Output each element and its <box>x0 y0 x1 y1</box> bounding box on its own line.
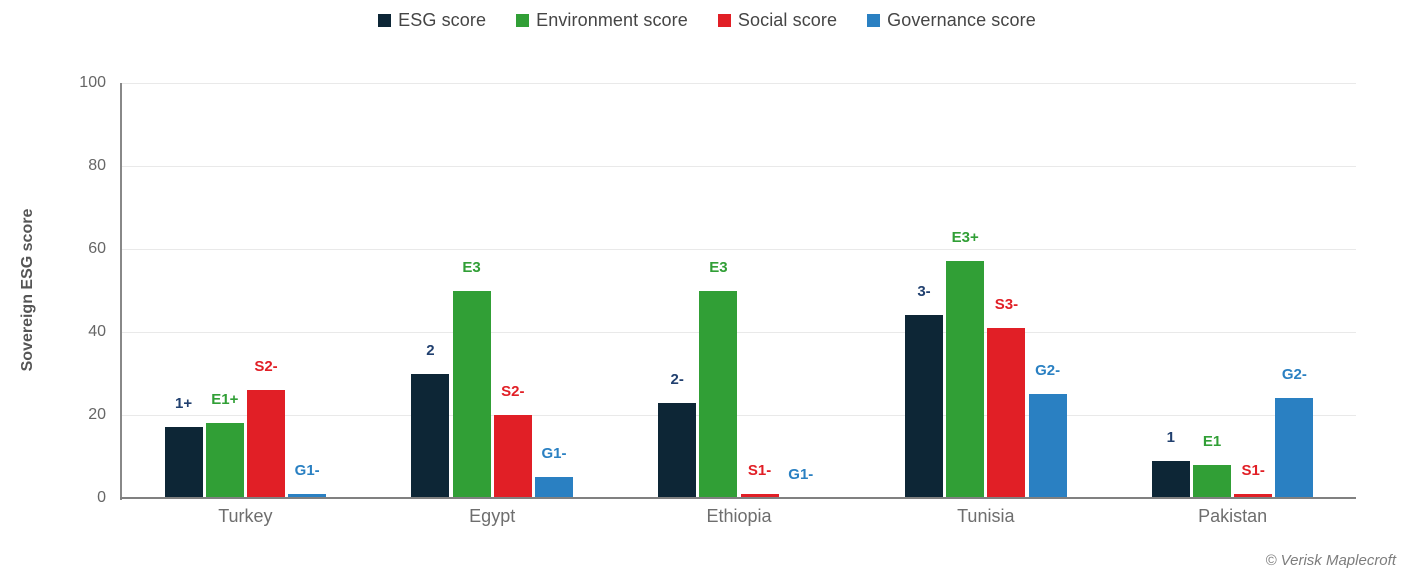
y-axis-title: Sovereign ESG score <box>19 208 36 372</box>
legend-label: ESG score <box>398 10 487 30</box>
gridline-y20 <box>122 415 1356 416</box>
x-tick-label-ethiopia: Ethiopia <box>706 506 772 526</box>
y-tick-label-100: 100 <box>79 74 106 91</box>
legend-swatch-esg-score <box>378 14 392 27</box>
gridline-y100 <box>122 83 1356 84</box>
bar-environment-score-tunisia <box>946 261 985 498</box>
y-tick-label-40: 40 <box>88 323 106 340</box>
bar-label-social-score-egypt: S2- <box>501 383 525 400</box>
bar-label-environment-score-ethiopia: E3 <box>709 258 728 276</box>
x-axis-line <box>120 497 1356 499</box>
bar-label-esg-score-tunisia: 3- <box>917 283 931 301</box>
bar-label-esg-score-egypt: 2 <box>426 341 435 359</box>
bar-label-esg-score-turkey: 1+ <box>175 395 193 413</box>
legend-swatch-environment-score <box>516 14 530 27</box>
bar-environment-score-egypt <box>452 290 491 498</box>
bar-social-score-turkey <box>247 390 285 498</box>
x-tick-label-pakistan: Pakistan <box>1198 506 1268 526</box>
bar-label-environment-score-egypt: E3 <box>462 258 481 276</box>
bar-governance-score-egypt <box>535 477 573 498</box>
legend-label: Environment score <box>536 10 688 30</box>
bar-label-governance-score-ethiopia: G1- <box>788 466 814 483</box>
legend-item-environment-score[interactable]: Environment score <box>516 10 688 31</box>
legend-item-social-score[interactable]: Social score <box>717 10 838 31</box>
legend-label: Governance score <box>887 10 1036 30</box>
gridline-y80 <box>122 166 1356 167</box>
x-tick-label-egypt: Egypt <box>469 506 516 526</box>
bar-governance-score-turkey <box>288 493 327 498</box>
y-tick-label-0: 0 <box>97 489 106 506</box>
legend-swatch-social-score <box>717 14 731 27</box>
legend-item-esg-score[interactable]: ESG score <box>378 10 486 31</box>
bar-label-social-score-pakistan: S1- <box>1241 461 1265 479</box>
bar-esg-score-tunisia <box>905 315 943 498</box>
credit: © Verisk Maplecroft <box>1265 552 1396 569</box>
bar-label-social-score-tunisia: S3- <box>994 295 1019 313</box>
bar-governance-score-tunisia <box>1028 394 1067 498</box>
bar-esg-score-ethiopia <box>658 402 697 498</box>
bar-environment-score-ethiopia <box>699 290 738 498</box>
bar-label-esg-score-pakistan: 1 <box>1166 428 1175 446</box>
y-tick-label-20: 20 <box>88 406 106 423</box>
bar-label-environment-score-turkey: E1+ <box>211 391 239 409</box>
bar-label-governance-score-tunisia: G2- <box>1035 362 1061 380</box>
bar-esg-score-turkey <box>164 427 203 498</box>
legend-label: Social score <box>737 10 838 30</box>
y-axis-line <box>120 83 122 500</box>
bar-governance-score-pakistan <box>1275 398 1314 498</box>
bar-esg-score-pakistan <box>1151 460 1190 498</box>
bar-label-governance-score-turkey: G1- <box>294 461 320 479</box>
bar-label-environment-score-tunisia: E3+ <box>951 229 979 247</box>
bar-social-score-tunisia <box>987 327 1026 498</box>
bar-environment-score-turkey <box>205 423 244 498</box>
bar-label-social-score-ethiopia: S1- <box>747 461 772 479</box>
bar-label-governance-score-egypt: G1- <box>541 445 567 463</box>
legend-swatch-governance-score <box>867 14 881 27</box>
bar-label-environment-score-pakistan: E1 <box>1202 432 1222 450</box>
x-tick-label-turkey: Turkey <box>218 506 273 526</box>
legend: ESG score Environment score Social score Go… <box>0 10 1414 31</box>
bar-label-governance-score-pakistan: G2- <box>1281 366 1307 384</box>
bar-label-esg-score-ethiopia: 2- <box>670 370 684 388</box>
y-tick-label-60: 60 <box>88 240 106 257</box>
bar-environment-score-pakistan <box>1193 464 1231 498</box>
gridline-y60 <box>122 249 1356 250</box>
y-tick-label-80: 80 <box>88 157 106 174</box>
legend-item-governance-score[interactable]: Governance score <box>867 10 1036 31</box>
gridline-y40 <box>122 332 1356 333</box>
bar-label-social-score-turkey: S2- <box>254 358 278 376</box>
bar-esg-score-egypt <box>411 373 450 498</box>
plot-area: 1+ 2 2- 3- 1 E1+ E3 E3 E3+ E1 S2- S2- S1- S3- S1- G1- G1… <box>122 83 1356 498</box>
bar-social-score-ethiopia <box>740 493 779 498</box>
bar-social-score-egypt <box>493 415 532 498</box>
bar-social-score-pakistan <box>1234 493 1273 498</box>
x-tick-label-tunisia: Tunisia <box>957 506 1015 526</box>
